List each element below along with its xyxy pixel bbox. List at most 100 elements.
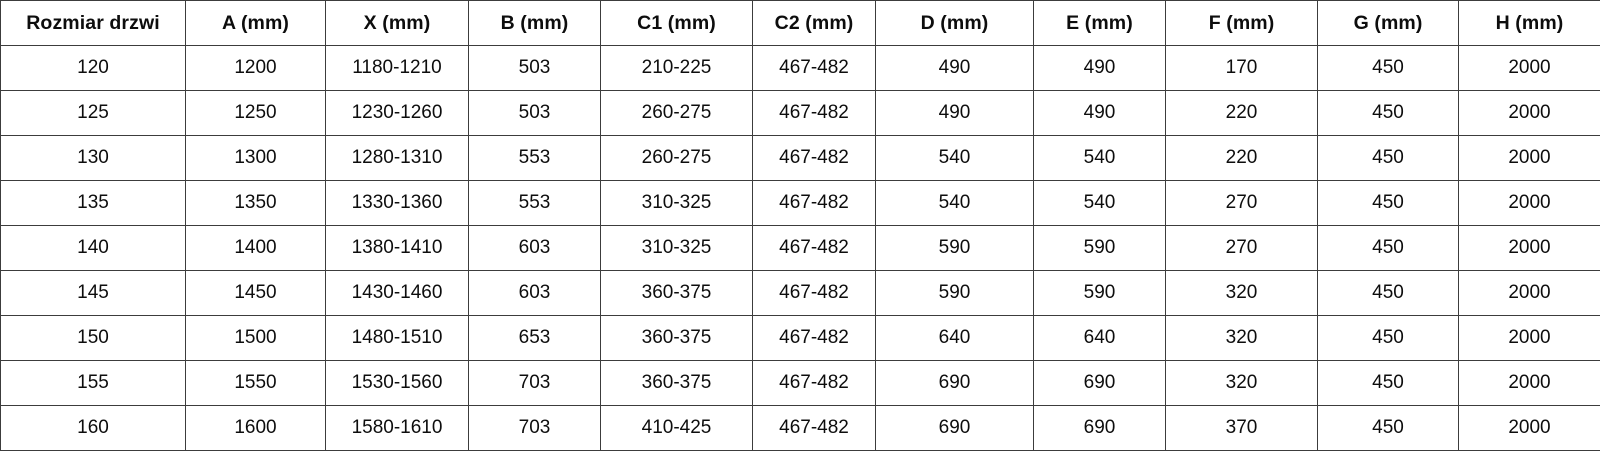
table-cell: 467-482 <box>753 316 876 361</box>
table-cell: 467-482 <box>753 271 876 316</box>
table-cell: 1500 <box>186 316 326 361</box>
table-cell: 2000 <box>1459 91 1600 136</box>
table-cell: 553 <box>469 181 601 226</box>
table-cell: 2000 <box>1459 136 1600 181</box>
table-cell: 467-482 <box>753 136 876 181</box>
table-cell: 450 <box>1318 46 1459 91</box>
table-cell: 467-482 <box>753 91 876 136</box>
table-cell: 1350 <box>186 181 326 226</box>
table-header-row: Rozmiar drzwi A (mm) X (mm) B (mm) C1 (m… <box>1 1 1600 46</box>
table-cell: 260-275 <box>601 91 753 136</box>
table-row: 130 1300 1280-1310 553 260-275 467-482 5… <box>1 136 1600 181</box>
table-header: Rozmiar drzwi A (mm) X (mm) B (mm) C1 (m… <box>1 1 1600 46</box>
table-cell: 450 <box>1318 271 1459 316</box>
table-cell: 467-482 <box>753 361 876 406</box>
table-cell: 553 <box>469 136 601 181</box>
table-cell: 690 <box>1034 361 1166 406</box>
table-cell: 360-375 <box>601 316 753 361</box>
table-cell: 1250 <box>186 91 326 136</box>
table-row: 135 1350 1330-1360 553 310-325 467-482 5… <box>1 181 1600 226</box>
table-cell: 640 <box>876 316 1034 361</box>
table-cell: 540 <box>1034 181 1166 226</box>
table-cell: 1530-1560 <box>326 361 469 406</box>
table-cell: 450 <box>1318 361 1459 406</box>
table-cell: 540 <box>876 181 1034 226</box>
table-cell: 1180-1210 <box>326 46 469 91</box>
column-header-c1: C1 (mm) <box>601 1 753 46</box>
table-cell: 467-482 <box>753 226 876 271</box>
table-cell: 170 <box>1166 46 1318 91</box>
table-cell: 450 <box>1318 181 1459 226</box>
table-cell: 155 <box>1 361 186 406</box>
table-cell: 450 <box>1318 136 1459 181</box>
table-row: 150 1500 1480-1510 653 360-375 467-482 6… <box>1 316 1600 361</box>
table-body: 120 1200 1180-1210 503 210-225 467-482 4… <box>1 46 1600 451</box>
table-cell: 1230-1260 <box>326 91 469 136</box>
table-cell: 360-375 <box>601 271 753 316</box>
table-row: 145 1450 1430-1460 603 360-375 467-482 5… <box>1 271 1600 316</box>
table-cell: 220 <box>1166 91 1318 136</box>
column-header-h: H (mm) <box>1459 1 1600 46</box>
table-cell: 490 <box>1034 91 1166 136</box>
table-cell: 1480-1510 <box>326 316 469 361</box>
column-header-g: G (mm) <box>1318 1 1459 46</box>
column-header-e: E (mm) <box>1034 1 1166 46</box>
table-cell: 490 <box>876 91 1034 136</box>
table-cell: 270 <box>1166 226 1318 271</box>
table-row: 125 1250 1230-1260 503 260-275 467-482 4… <box>1 91 1600 136</box>
table-cell: 450 <box>1318 226 1459 271</box>
table-cell: 1550 <box>186 361 326 406</box>
table-cell: 145 <box>1 271 186 316</box>
table-cell: 1280-1310 <box>326 136 469 181</box>
table-cell: 120 <box>1 46 186 91</box>
table-cell: 490 <box>1034 46 1166 91</box>
table-cell: 503 <box>469 91 601 136</box>
table-cell: 2000 <box>1459 361 1600 406</box>
table-cell: 503 <box>469 46 601 91</box>
column-header-b: B (mm) <box>469 1 601 46</box>
table-cell: 590 <box>876 226 1034 271</box>
table-cell: 653 <box>469 316 601 361</box>
table-cell: 140 <box>1 226 186 271</box>
column-header-x: X (mm) <box>326 1 469 46</box>
table-row: 140 1400 1380-1410 603 310-325 467-482 5… <box>1 226 1600 271</box>
table-cell: 310-325 <box>601 226 753 271</box>
column-header-rozmiar-drzwi: Rozmiar drzwi <box>1 1 186 46</box>
table-cell: 260-275 <box>601 136 753 181</box>
table-cell: 1330-1360 <box>326 181 469 226</box>
table-cell: 467-482 <box>753 181 876 226</box>
table-row: 120 1200 1180-1210 503 210-225 467-482 4… <box>1 46 1600 91</box>
table-cell: 490 <box>876 46 1034 91</box>
table-cell: 1430-1460 <box>326 271 469 316</box>
table-cell: 220 <box>1166 136 1318 181</box>
table-cell: 603 <box>469 226 601 271</box>
table-cell: 1450 <box>186 271 326 316</box>
table-row: 155 1550 1530-1560 703 360-375 467-482 6… <box>1 361 1600 406</box>
table-cell: 2000 <box>1459 181 1600 226</box>
table-cell: 1380-1410 <box>326 226 469 271</box>
table-cell: 360-375 <box>601 361 753 406</box>
table-cell: 1300 <box>186 136 326 181</box>
table-cell: 450 <box>1318 91 1459 136</box>
table-cell: 210-225 <box>601 46 753 91</box>
table-cell: 590 <box>1034 226 1166 271</box>
table-cell: 270 <box>1166 181 1318 226</box>
column-header-d: D (mm) <box>876 1 1034 46</box>
table-cell: 690 <box>876 361 1034 406</box>
table-cell: 1200 <box>186 46 326 91</box>
table-cell: 590 <box>876 271 1034 316</box>
table-cell: 1400 <box>186 226 326 271</box>
table-cell: 320 <box>1166 271 1318 316</box>
table-cell: 320 <box>1166 361 1318 406</box>
table-cell: 540 <box>1034 136 1166 181</box>
table-cell: 130 <box>1 136 186 181</box>
column-header-c2: C2 (mm) <box>753 1 876 46</box>
table-cell: 2000 <box>1459 46 1600 91</box>
column-header-f: F (mm) <box>1166 1 1318 46</box>
table-cell: 320 <box>1166 316 1318 361</box>
table-cell: 2000 <box>1459 271 1600 316</box>
table-cell: 640 <box>1034 316 1166 361</box>
table-cell: 450 <box>1318 316 1459 361</box>
table-cell: 603 <box>469 271 601 316</box>
